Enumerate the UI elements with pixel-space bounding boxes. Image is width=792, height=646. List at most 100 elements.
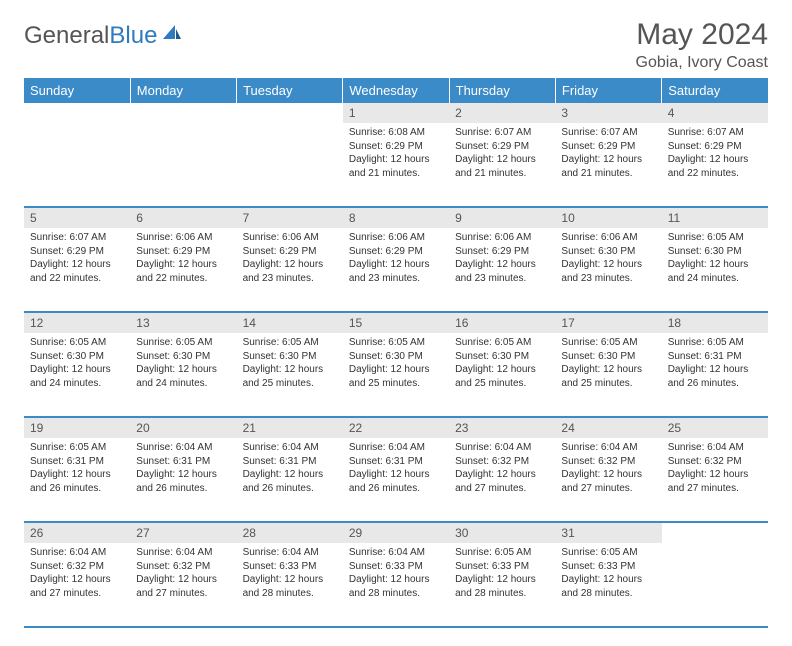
sunset: Sunset: 6:30 PM [455, 350, 549, 364]
daylight-line2: and 27 minutes. [455, 482, 549, 496]
sunset: Sunset: 6:29 PM [561, 140, 655, 154]
sunrise: Sunrise: 6:05 AM [30, 336, 124, 350]
day-details: Sunrise: 6:05 AMSunset: 6:30 PMDaylight:… [237, 333, 343, 417]
sunrise: Sunrise: 6:04 AM [136, 546, 230, 560]
daylight-line2: and 25 minutes. [349, 377, 443, 391]
daylight-line1: Daylight: 12 hours [668, 468, 762, 482]
daylight-line1: Daylight: 12 hours [30, 468, 124, 482]
day-details: Sunrise: 6:05 AMSunset: 6:30 PMDaylight:… [130, 333, 236, 417]
daylight-line1: Daylight: 12 hours [455, 258, 549, 272]
daylight-line2: and 28 minutes. [349, 587, 443, 601]
sunrise: Sunrise: 6:06 AM [136, 231, 230, 245]
daylight-line2: and 21 minutes. [561, 167, 655, 181]
day-details: Sunrise: 6:05 AMSunset: 6:33 PMDaylight:… [449, 543, 555, 627]
sunset: Sunset: 6:30 PM [243, 350, 337, 364]
day-details: Sunrise: 6:07 AMSunset: 6:29 PMDaylight:… [449, 123, 555, 207]
daylight-line2: and 25 minutes. [455, 377, 549, 391]
sunset: Sunset: 6:33 PM [455, 560, 549, 574]
daylight-line1: Daylight: 12 hours [349, 573, 443, 587]
daylight-line1: Daylight: 12 hours [349, 258, 443, 272]
day-number [237, 103, 343, 123]
sunset: Sunset: 6:32 PM [455, 455, 549, 469]
sunrise: Sunrise: 6:07 AM [561, 126, 655, 140]
day-details: Sunrise: 6:06 AMSunset: 6:29 PMDaylight:… [130, 228, 236, 312]
daylight-line2: and 23 minutes. [349, 272, 443, 286]
day-number: 23 [449, 417, 555, 438]
daylight-line2: and 24 minutes. [30, 377, 124, 391]
day-number: 2 [449, 103, 555, 123]
day-details: Sunrise: 6:04 AMSunset: 6:33 PMDaylight:… [237, 543, 343, 627]
day-details: Sunrise: 6:05 AMSunset: 6:31 PMDaylight:… [24, 438, 130, 522]
day-details: Sunrise: 6:06 AMSunset: 6:29 PMDaylight:… [449, 228, 555, 312]
day-number: 9 [449, 207, 555, 228]
sunrise: Sunrise: 6:05 AM [455, 546, 549, 560]
daylight-line2: and 28 minutes. [561, 587, 655, 601]
day-body-row: Sunrise: 6:05 AMSunset: 6:31 PMDaylight:… [24, 438, 768, 522]
sunrise: Sunrise: 6:06 AM [455, 231, 549, 245]
day-number: 5 [24, 207, 130, 228]
day-details: Sunrise: 6:04 AMSunset: 6:32 PMDaylight:… [130, 543, 236, 627]
daylight-line2: and 25 minutes. [243, 377, 337, 391]
day-details: Sunrise: 6:07 AMSunset: 6:29 PMDaylight:… [24, 228, 130, 312]
day-number: 14 [237, 312, 343, 333]
logo-text-1: General [24, 22, 109, 50]
day-details: Sunrise: 6:04 AMSunset: 6:32 PMDaylight:… [555, 438, 661, 522]
daylight-line2: and 26 minutes. [668, 377, 762, 391]
sunrise: Sunrise: 6:06 AM [349, 231, 443, 245]
weekday-header: Friday [555, 78, 661, 103]
day-number [662, 522, 768, 543]
daylight-line2: and 24 minutes. [136, 377, 230, 391]
daylight-line1: Daylight: 12 hours [668, 363, 762, 377]
sunset: Sunset: 6:31 PM [243, 455, 337, 469]
day-number: 22 [343, 417, 449, 438]
daylight-line2: and 28 minutes. [455, 587, 549, 601]
day-details: Sunrise: 6:06 AMSunset: 6:29 PMDaylight:… [343, 228, 449, 312]
sunset: Sunset: 6:30 PM [561, 245, 655, 259]
day-number: 19 [24, 417, 130, 438]
sunrise: Sunrise: 6:05 AM [668, 336, 762, 350]
sunset: Sunset: 6:29 PM [349, 140, 443, 154]
sunset: Sunset: 6:32 PM [668, 455, 762, 469]
location: Gobia, Ivory Coast [636, 54, 769, 72]
weekday-header: Saturday [662, 78, 768, 103]
day-number-row: 567891011 [24, 207, 768, 228]
day-number: 27 [130, 522, 236, 543]
daylight-line1: Daylight: 12 hours [30, 573, 124, 587]
sunset: Sunset: 6:32 PM [561, 455, 655, 469]
calendar-body: 1234 Sunrise: 6:08 AMSunset: 6:29 PMDayl… [24, 103, 768, 627]
day-number: 12 [24, 312, 130, 333]
weekday-header: Thursday [449, 78, 555, 103]
weekday-header: Sunday [24, 78, 130, 103]
daylight-line1: Daylight: 12 hours [243, 258, 337, 272]
day-number: 11 [662, 207, 768, 228]
day-number-row: 19202122232425 [24, 417, 768, 438]
day-details: Sunrise: 6:06 AMSunset: 6:29 PMDaylight:… [237, 228, 343, 312]
day-number: 1 [343, 103, 449, 123]
daylight-line2: and 23 minutes. [455, 272, 549, 286]
sunrise: Sunrise: 6:04 AM [668, 441, 762, 455]
sunrise: Sunrise: 6:05 AM [349, 336, 443, 350]
day-number: 13 [130, 312, 236, 333]
day-number: 30 [449, 522, 555, 543]
day-details: Sunrise: 6:05 AMSunset: 6:30 PMDaylight:… [555, 333, 661, 417]
sunrise: Sunrise: 6:04 AM [349, 441, 443, 455]
day-body-row: Sunrise: 6:05 AMSunset: 6:30 PMDaylight:… [24, 333, 768, 417]
weekday-header-row: SundayMondayTuesdayWednesdayThursdayFrid… [24, 78, 768, 103]
sunset: Sunset: 6:29 PM [668, 140, 762, 154]
sunrise: Sunrise: 6:05 AM [561, 546, 655, 560]
daylight-line1: Daylight: 12 hours [455, 573, 549, 587]
day-body-row: Sunrise: 6:08 AMSunset: 6:29 PMDaylight:… [24, 123, 768, 207]
day-number: 10 [555, 207, 661, 228]
day-number: 25 [662, 417, 768, 438]
sunrise: Sunrise: 6:04 AM [243, 441, 337, 455]
daylight-line1: Daylight: 12 hours [668, 258, 762, 272]
day-body-row: Sunrise: 6:04 AMSunset: 6:32 PMDaylight:… [24, 543, 768, 627]
day-number [24, 103, 130, 123]
sunset: Sunset: 6:30 PM [349, 350, 443, 364]
daylight-line1: Daylight: 12 hours [349, 363, 443, 377]
day-body-row: Sunrise: 6:07 AMSunset: 6:29 PMDaylight:… [24, 228, 768, 312]
sunset: Sunset: 6:30 PM [136, 350, 230, 364]
sunset: Sunset: 6:30 PM [30, 350, 124, 364]
daylight-line1: Daylight: 12 hours [136, 258, 230, 272]
day-number-row: 262728293031 [24, 522, 768, 543]
